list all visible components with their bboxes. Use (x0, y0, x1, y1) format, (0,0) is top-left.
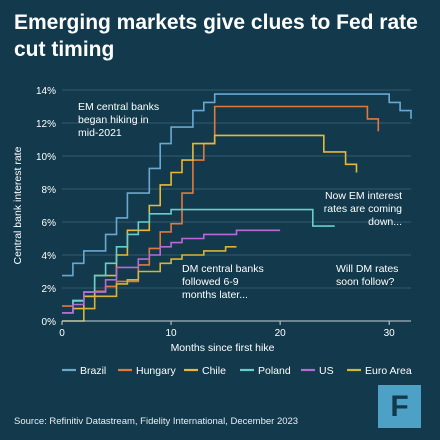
x-tick-label: 10 (166, 328, 178, 339)
y-tick-label: 2% (42, 284, 57, 295)
series-line-us (62, 229, 281, 314)
y-tick-label: 0% (42, 317, 57, 328)
annotation-em-hike: mid-2021 (78, 127, 122, 139)
y-tick-label: 4% (42, 251, 57, 262)
y-tick-label: 12% (36, 119, 56, 130)
x-tick-label: 0 (59, 328, 65, 339)
y-tick-label: 10% (36, 152, 56, 163)
x-tick-label: 20 (275, 328, 287, 339)
fidelity-logo-letter: F (390, 390, 409, 423)
annotation-dm-follow: months later... (182, 289, 248, 301)
legend-label: Hungary (136, 365, 176, 377)
series-line-brazil (62, 93, 412, 277)
y-tick-label: 14% (36, 86, 56, 97)
legend-label: Brazil (80, 365, 106, 377)
annotation-em-down: Now EM interest (325, 190, 402, 202)
annotation-dm-soon: soon follow? (336, 276, 395, 288)
series-lines (62, 93, 412, 322)
source-note: Source: Refinitiv Datastream, Fidelity I… (14, 416, 299, 427)
annotation-dm-soon: Will DM rates (336, 263, 398, 275)
x-axis-label: Months since first hike (171, 342, 275, 354)
fidelity-logo-icon: F (378, 385, 421, 428)
annotation-em-hike: began hiking in (78, 114, 149, 126)
y-tick-label: 8% (42, 185, 57, 196)
annotation-em-down: rates are coming (324, 203, 402, 215)
y-tick-label: 6% (42, 218, 57, 229)
legend-label: Euro Area (365, 365, 412, 377)
annotation-em-hike: EM central banks (78, 101, 159, 113)
annotation-em-down: down... (368, 216, 402, 228)
x-tick-label: 30 (384, 328, 396, 339)
legend-label: US (319, 365, 334, 377)
y-axis-label: Central bank interest rate (12, 146, 24, 264)
annotation-dm-follow: DM central banks (182, 263, 264, 275)
series-line-euro-area (62, 246, 237, 322)
chart-title: Emerging markets give clues to Fed rate … (14, 11, 418, 61)
legend-label: Chile (202, 365, 226, 377)
legend: Brazil Hungary Chile Poland US Euro Area (62, 365, 412, 377)
legend-label: Poland (258, 365, 291, 377)
axes: 0% 2% 4% 6% 8% 10% 12% 14% 0 10 20 30 Months since f… (12, 86, 411, 354)
annotation-dm-follow: followed 6-9 (182, 276, 239, 288)
